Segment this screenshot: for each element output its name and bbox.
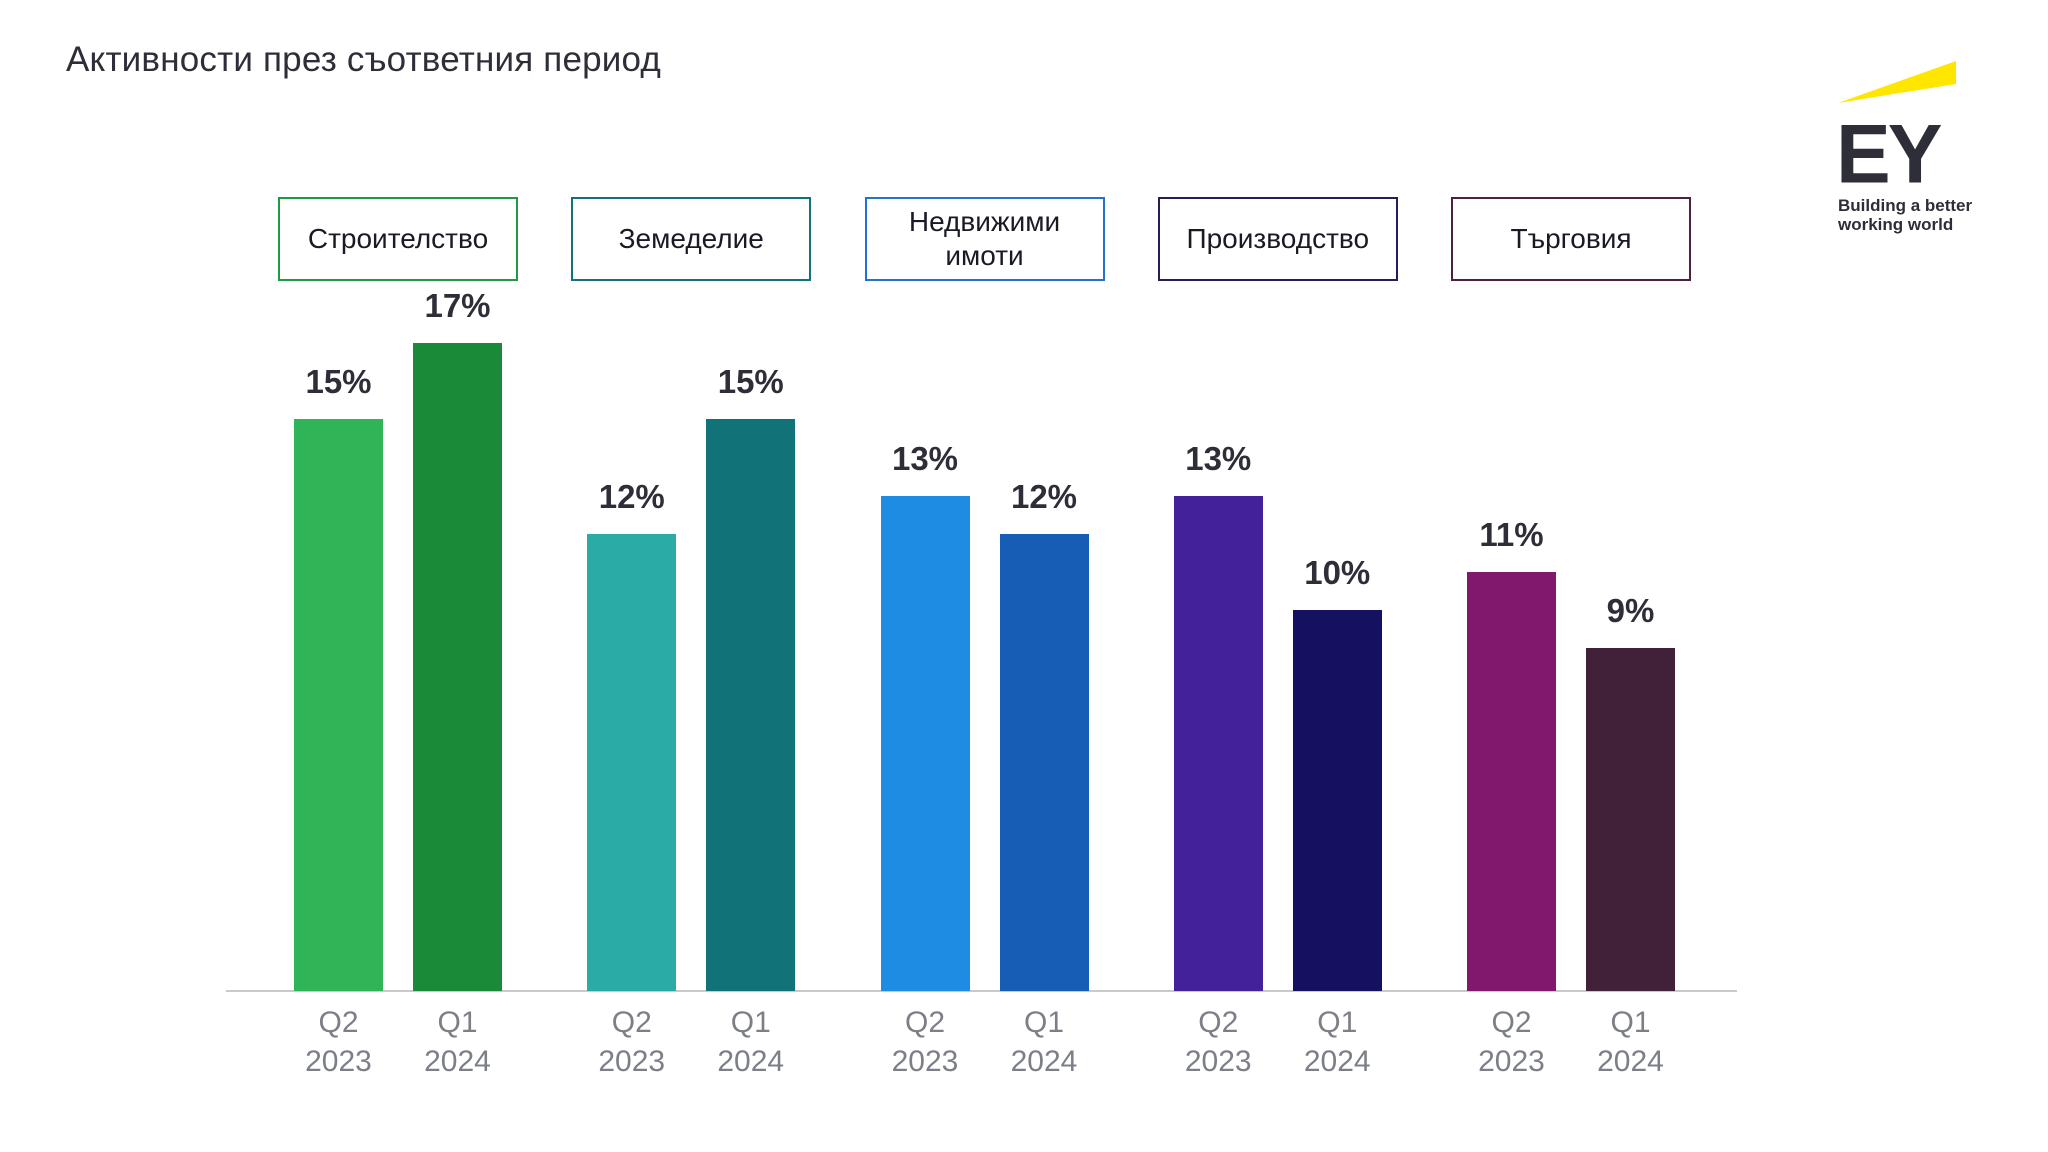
x-tick-label: Q1 2024 xyxy=(1248,1003,1427,1081)
bar-value-label: 17% xyxy=(424,287,491,324)
bar-value-label: 15% xyxy=(305,363,372,400)
ey-tagline: Building a better working world xyxy=(1838,196,1972,234)
x-tick-line: Q2 xyxy=(1491,1006,1532,1039)
bar xyxy=(1292,610,1382,991)
bar xyxy=(880,496,970,991)
x-tick-line: Q2 xyxy=(318,1006,359,1039)
x-tick-label: Q1 2024 xyxy=(1541,1003,1720,1081)
bar xyxy=(1586,648,1675,991)
x-tick-line: Q1 xyxy=(730,1006,771,1039)
x-tick-line: 2024 xyxy=(1303,1045,1371,1078)
ey-letters: EY xyxy=(1836,108,1942,201)
x-tick-label: Q1 2024 xyxy=(955,1003,1134,1081)
bar-value-label: 13% xyxy=(1185,440,1252,477)
bar xyxy=(1173,496,1263,991)
x-tick-line: 2024 xyxy=(1010,1045,1078,1078)
bar xyxy=(587,534,677,991)
bar-value-label: 10% xyxy=(1304,554,1371,591)
page-title: Активности през съответния период xyxy=(66,40,662,79)
bar xyxy=(706,419,796,991)
x-tick-line: 2023 xyxy=(891,1045,959,1078)
x-tick-label: Q2 2023 xyxy=(1422,1003,1601,1081)
bar-value-label: 9% xyxy=(1606,592,1655,629)
category-box: Производство xyxy=(1157,197,1398,281)
bar xyxy=(294,419,383,991)
ey-beam-icon xyxy=(1838,61,1956,103)
x-tick-line: Q1 xyxy=(1023,1006,1065,1039)
x-tick-line: Q1 xyxy=(1317,1006,1358,1039)
x-tick-label: Q2 2023 xyxy=(836,1003,1015,1081)
x-tick-line: 2023 xyxy=(305,1045,372,1078)
bar xyxy=(1467,572,1556,991)
x-tick-label: Q2 2023 xyxy=(249,1003,428,1081)
category-box: Търговия xyxy=(1451,197,1691,281)
bar-value-label: 11% xyxy=(1479,516,1544,553)
x-tick-label: Q2 2023 xyxy=(1129,1003,1308,1081)
x-tick-line: 2024 xyxy=(424,1045,491,1078)
x-tick-line: Q2 xyxy=(611,1006,652,1039)
bar xyxy=(999,534,1089,991)
category-box: Земеделие xyxy=(571,197,812,281)
x-tick-line: Q1 xyxy=(1610,1006,1651,1039)
category-box-label: Земеделие xyxy=(618,223,764,254)
category-box-label: Производство xyxy=(1186,223,1370,254)
x-tick-line: 2024 xyxy=(717,1045,785,1078)
category-box: Недвижими имоти xyxy=(864,197,1105,281)
x-tick-label: Q1 2024 xyxy=(368,1003,547,1081)
category-box-label: Търговия xyxy=(1510,223,1632,254)
x-tick-line: 2023 xyxy=(1478,1045,1545,1078)
ey-tagline-line1: Building a better xyxy=(1838,196,1973,215)
x-axis-line xyxy=(226,990,1737,992)
bar-value-label: 15% xyxy=(717,363,784,400)
category-box-label: Строителство xyxy=(307,223,489,254)
x-tick-label: Q1 2024 xyxy=(661,1003,840,1081)
x-tick-line: 2023 xyxy=(598,1045,666,1078)
x-tick-line: Q2 xyxy=(1198,1006,1239,1039)
bar-value-label: 12% xyxy=(1010,478,1078,515)
bar-value-label: 12% xyxy=(598,478,665,515)
x-tick-line: 2024 xyxy=(1597,1045,1664,1078)
x-tick-line: 2023 xyxy=(1184,1045,1252,1078)
x-tick-line: Q1 xyxy=(437,1006,478,1039)
x-tick-label: Q2 2023 xyxy=(542,1003,721,1081)
category-box: Строителство xyxy=(278,197,518,281)
category-box-label: Недвижими имоти xyxy=(908,206,1061,271)
ey-logo: EY Building a better working world xyxy=(1830,50,2030,240)
bar-value-label: 13% xyxy=(891,440,959,477)
x-tick-line: Q2 xyxy=(904,1006,946,1039)
ey-tagline-line2: working world xyxy=(1838,215,1954,234)
bar xyxy=(413,343,502,991)
